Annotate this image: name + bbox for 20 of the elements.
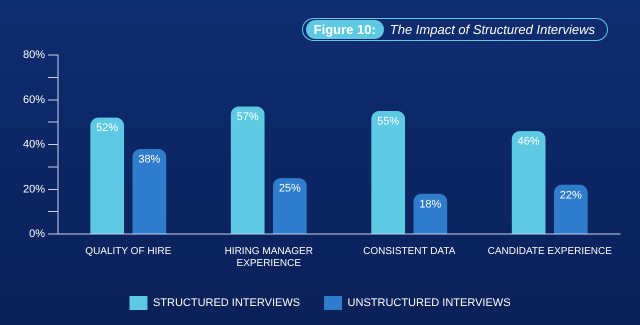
legend-label: STRUCTURED INTERVIEWS bbox=[152, 297, 300, 310]
data-label: 18% bbox=[419, 198, 442, 210]
x-tick-label: HIRING MANAGER EXPERIENCE bbox=[224, 246, 313, 269]
y-tick-label: 80% bbox=[22, 49, 46, 62]
x-tick-label: QUALITY OF HIRE bbox=[85, 246, 172, 257]
data-label: 25% bbox=[278, 182, 302, 195]
chart-title: Figure 10: The Impact of Structured Interviews bbox=[302, 18, 608, 41]
data-label: 52% bbox=[96, 122, 118, 134]
data-label: 22% bbox=[560, 189, 582, 202]
x-tick-label: CANDIDATE EXPERIENCE bbox=[488, 246, 612, 257]
x-tick-label: CONSISTENT DATA bbox=[363, 246, 456, 257]
y-tick-label: 60% bbox=[22, 94, 46, 106]
data-label: 55% bbox=[377, 115, 400, 128]
y-tick-label: 0% bbox=[29, 228, 46, 240]
data-label: 57% bbox=[236, 110, 259, 123]
y-tick-label: 40% bbox=[22, 138, 46, 151]
data-label: 46% bbox=[518, 136, 540, 148]
legend-label: UNSTRUCTURED INTERVIEWS bbox=[348, 297, 511, 310]
y-tick-label: 20% bbox=[22, 183, 46, 196]
data-label: 38% bbox=[138, 154, 161, 166]
